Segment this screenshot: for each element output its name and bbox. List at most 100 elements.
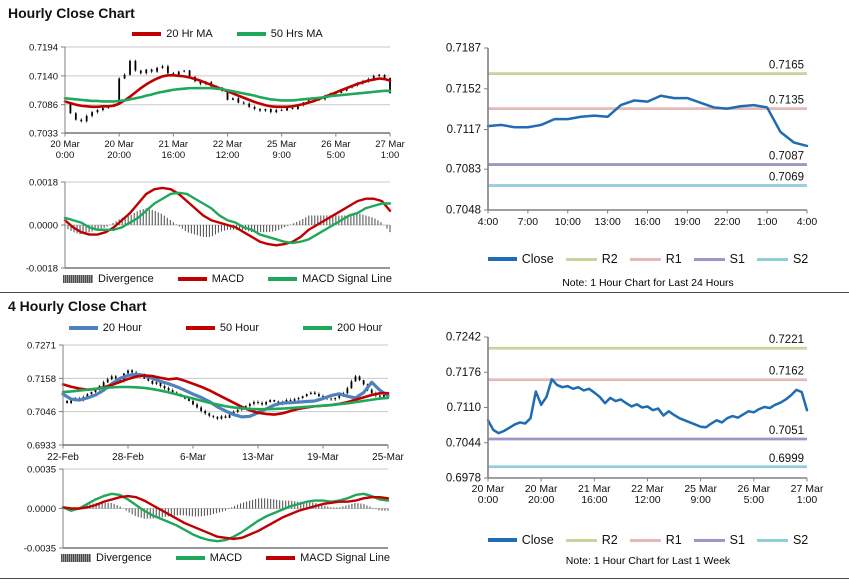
svg-text:13:00: 13:00 xyxy=(594,216,620,228)
legend-item-close: Close xyxy=(487,252,554,266)
legend-label: MACD xyxy=(211,273,245,285)
svg-text:0.6933: 0.6933 xyxy=(27,441,56,452)
bottom-divider xyxy=(0,578,849,579)
weekly-pivot-chart: 0.7221 0.7162 0.7051 0.6999 0.7242 0.7176 0.71… xyxy=(446,332,824,507)
svg-text:16:00: 16:00 xyxy=(634,216,660,228)
legend-item-macd-signal-line: MACD Signal Line xyxy=(268,273,392,285)
line-swatch-icon xyxy=(236,32,266,36)
svg-text:0.0000: 0.0000 xyxy=(27,504,56,515)
svg-text:0.7117: 0.7117 xyxy=(447,124,481,136)
legend-label: Close xyxy=(521,533,554,547)
hourly-close-chart-title: Hourly Close Chart xyxy=(8,5,135,21)
section-divider xyxy=(0,292,849,293)
svg-text:0.7194: 0.7194 xyxy=(29,43,58,54)
svg-text:21 Mar: 21 Mar xyxy=(578,483,611,495)
svg-text:0.7069: 0.7069 xyxy=(769,172,804,184)
bars-swatch-icon xyxy=(61,554,92,562)
svg-text:26 Mar: 26 Mar xyxy=(737,483,770,495)
hourly-ma-legend: 20 Hr MA 50 Hrs MA xyxy=(65,28,390,40)
svg-text:20:00: 20:00 xyxy=(528,494,554,506)
svg-text:20 Mar: 20 Mar xyxy=(104,139,134,150)
svg-text:20 Mar: 20 Mar xyxy=(472,483,505,495)
legend-label: Divergence xyxy=(98,273,154,285)
svg-text:0.7046: 0.7046 xyxy=(27,407,56,418)
svg-text:0.7083: 0.7083 xyxy=(446,164,481,176)
four-hourly-macd-chart: 0.0035 0.0000 -0.0035 xyxy=(24,465,390,555)
svg-text:0.7087: 0.7087 xyxy=(769,151,804,163)
svg-text:0.7242: 0.7242 xyxy=(446,332,481,344)
legend-label: R2 xyxy=(601,252,618,266)
svg-text:7:00: 7:00 xyxy=(518,216,539,228)
line-swatch-icon xyxy=(266,556,296,560)
svg-text:0.7162: 0.7162 xyxy=(769,366,804,378)
svg-text:12:00: 12:00 xyxy=(216,150,240,161)
svg-text:22:00: 22:00 xyxy=(714,216,740,228)
legend-label: MACD xyxy=(209,552,243,564)
svg-text:27 Mar: 27 Mar xyxy=(791,483,824,495)
svg-text:-0.0035: -0.0035 xyxy=(24,544,56,555)
legend-label: 20 Hour xyxy=(102,322,142,334)
svg-text:4:00: 4:00 xyxy=(478,216,499,228)
legend-label: S2 xyxy=(792,252,809,266)
svg-text:0.7044: 0.7044 xyxy=(446,437,482,449)
svg-text:0.7140: 0.7140 xyxy=(29,71,58,82)
svg-text:0.7221: 0.7221 xyxy=(769,334,804,346)
legend-item-200-hour: 200 Hour xyxy=(303,322,382,334)
svg-text:0.7165: 0.7165 xyxy=(769,60,804,72)
legend-label: R1 xyxy=(665,252,682,266)
legend-item-s2: S2 xyxy=(756,533,808,547)
svg-text:0.7135: 0.7135 xyxy=(769,95,804,107)
legend-item-s2: S2 xyxy=(756,252,809,266)
line-swatch-icon xyxy=(565,257,597,261)
svg-text:0.0000: 0.0000 xyxy=(29,221,58,232)
legend-item-50-hour: 50 Hour xyxy=(185,322,259,334)
svg-text:0.0018: 0.0018 xyxy=(29,178,58,189)
svg-text:0.7158: 0.7158 xyxy=(27,374,56,385)
line-swatch-icon xyxy=(693,257,725,261)
hourly-pivot-note: Note: 1 Hour Chart for Last 24 Hours xyxy=(562,277,734,289)
line-swatch-icon xyxy=(629,257,661,261)
legend-label: Divergence xyxy=(96,552,152,564)
four-hourly-macd-legend: Divergence MACD MACD Signal Line xyxy=(61,552,390,564)
legend-item-divergence: Divergence xyxy=(63,273,154,285)
svg-text:0.7086: 0.7086 xyxy=(29,100,58,111)
svg-text:9:00: 9:00 xyxy=(690,494,711,506)
weekly-pivot-legend: Close R2 R1 S1 S2 xyxy=(487,533,808,547)
svg-text:25-Mar: 25-Mar xyxy=(372,452,404,463)
legend-item-s1: S1 xyxy=(693,533,745,547)
line-swatch-icon xyxy=(177,277,207,281)
svg-text:19-Mar: 19-Mar xyxy=(307,452,339,463)
line-swatch-icon xyxy=(132,32,162,36)
legend-item-macd-signal-line: MACD Signal Line xyxy=(266,552,390,564)
svg-text:0:00: 0:00 xyxy=(478,494,499,506)
hourly-macd-legend: Divergence MACD MACD Signal Line xyxy=(63,273,392,285)
svg-text:16:00: 16:00 xyxy=(161,150,185,161)
legend-label: R1 xyxy=(665,533,682,547)
svg-text:25 Mar: 25 Mar xyxy=(267,139,297,150)
svg-text:4:00: 4:00 xyxy=(797,216,818,228)
svg-text:0.7110: 0.7110 xyxy=(447,402,481,414)
svg-text:25 Mar: 25 Mar xyxy=(684,483,717,495)
weekly-pivot-note: Note: 1 Hour Chart for Last 1 Week xyxy=(565,555,731,567)
svg-text:1:00: 1:00 xyxy=(797,494,818,506)
svg-text:0.7051: 0.7051 xyxy=(769,425,804,437)
legend-item-macd: MACD xyxy=(177,273,245,285)
svg-text:6-Mar: 6-Mar xyxy=(180,452,207,463)
svg-text:0.7048: 0.7048 xyxy=(446,205,481,217)
legend-label: 200 Hour xyxy=(337,322,383,334)
line-swatch-icon xyxy=(487,257,517,261)
svg-text:0.7033: 0.7033 xyxy=(29,129,58,140)
svg-text:12:00: 12:00 xyxy=(634,494,660,506)
svg-text:20 Mar: 20 Mar xyxy=(525,483,558,495)
svg-text:0.7271: 0.7271 xyxy=(27,341,56,352)
legend-item-r2: R2 xyxy=(565,533,618,547)
line-swatch-icon xyxy=(756,538,788,542)
svg-text:21 Mar: 21 Mar xyxy=(159,139,189,150)
legend-label: 20 Hr MA xyxy=(166,28,213,40)
line-swatch-icon xyxy=(487,538,517,542)
legend-label: S1 xyxy=(729,533,745,547)
svg-text:0.7176: 0.7176 xyxy=(446,367,481,379)
svg-text:0.6999: 0.6999 xyxy=(769,453,804,465)
hourly-pivot-legend: Close R2 R1 S1 S2 xyxy=(487,252,809,266)
